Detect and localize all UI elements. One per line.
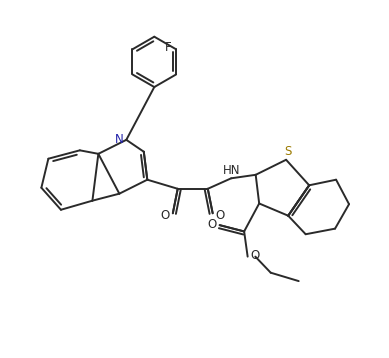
Text: O: O [207, 218, 217, 231]
Text: N: N [115, 133, 123, 146]
Text: O: O [161, 208, 170, 222]
Text: O: O [251, 250, 260, 262]
Text: O: O [216, 208, 225, 222]
Text: HN: HN [223, 164, 241, 177]
Text: F: F [165, 41, 172, 54]
Text: S: S [284, 145, 291, 158]
